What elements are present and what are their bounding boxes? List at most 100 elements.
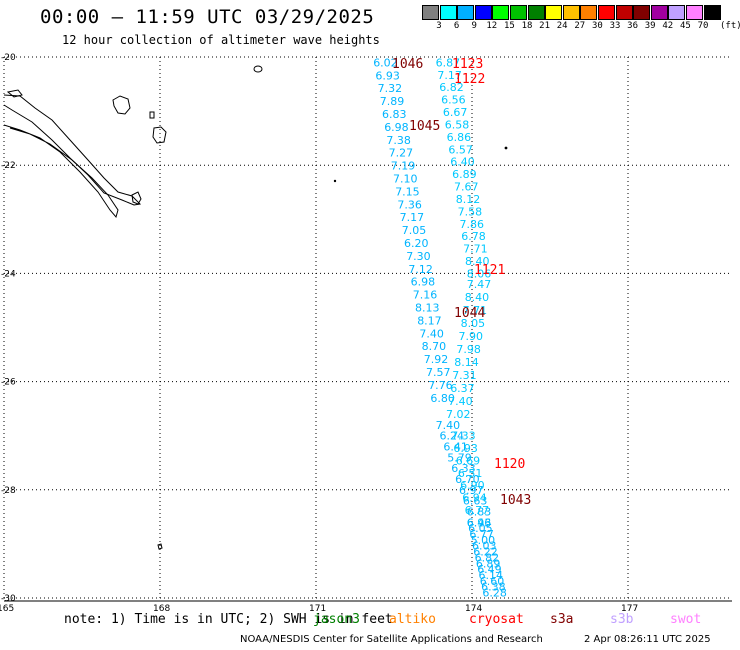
wave-height-value: 7.40 <box>448 395 473 408</box>
legend-label: 3 <box>436 21 442 31</box>
lat-tick-label: -20 <box>1 53 16 63</box>
wave-height-value: 8.17 <box>417 314 442 327</box>
legend-swatch <box>668 5 686 20</box>
wave-height-value: 6.87 <box>436 56 461 69</box>
wave-height-value: 7.67 <box>454 181 479 194</box>
legend-label: 21 <box>539 21 551 31</box>
legend-swatch <box>422 5 439 20</box>
legend-swatch <box>474 5 492 20</box>
wave-height-value: 6.46 <box>467 516 492 529</box>
wave-height-value: 5.79 <box>447 451 472 464</box>
wave-height-value: 7.02 <box>446 408 471 421</box>
lon-tick-label: 177 <box>621 604 638 614</box>
generated-timestamp: 2 Apr 08:26:11 UTC 2025 <box>584 634 711 645</box>
wave-height-value: 6.20 <box>404 237 429 250</box>
wave-height-value: 5.00 <box>471 534 496 547</box>
wave-height-value: 6.51 <box>458 467 483 480</box>
wave-height-value: 7.57 <box>426 366 451 379</box>
wave-height-value: 7.16 <box>413 289 438 302</box>
wave-height-value: 6.78 <box>461 230 486 243</box>
wave-height-value: 6.89 <box>452 168 477 181</box>
wave-height-value: 6.02 <box>373 56 398 69</box>
wave-height-value: 6.98 <box>384 121 409 134</box>
wave-height-value: 7.30 <box>406 250 431 263</box>
wave-height-value: 6.57 <box>448 143 473 156</box>
wave-height-value: 7.27 <box>389 147 414 160</box>
wave-height-value: 6.38 <box>481 581 506 594</box>
legend-swatch <box>439 5 457 20</box>
wave-height-value: 6.93 <box>467 516 492 529</box>
wave-height-value: 6.37 <box>450 382 475 395</box>
coastline-norfolk <box>157 543 163 550</box>
wave-height-value: 8.13 <box>415 302 440 315</box>
wave-height-value: 7.33 <box>451 430 476 443</box>
wave-height-value: 7.86 <box>460 218 485 231</box>
wave-height-value: 7.12 <box>408 263 433 276</box>
legend-swatch <box>598 5 615 20</box>
pass-time-label: 1120 <box>494 457 525 472</box>
wave-height-value: 6.14 <box>479 569 504 582</box>
coastline-grande-terre <box>3 94 142 206</box>
lon-tick-label: 165 <box>0 604 14 614</box>
map-grid <box>3 56 732 602</box>
legend-swatch <box>527 5 545 20</box>
wave-height-value: 7.19 <box>391 160 416 173</box>
wave-height-value: 6.82 <box>439 81 464 94</box>
units-note: note: 1) Time is in UTC; 2) SWH is in fe… <box>64 612 393 627</box>
legend-label: 36 <box>627 21 639 31</box>
wave-height-value: 6.77 <box>469 528 494 541</box>
wave-height-value: 6.40 <box>450 156 475 169</box>
wave-height-value: 8.14 <box>454 356 479 369</box>
satellite-swot: swot <box>670 612 702 627</box>
wave-height-value: 8.12 <box>456 193 481 206</box>
wave-height-value: 6.24 <box>440 430 465 443</box>
lon-tick-label: 168 <box>153 604 170 614</box>
wave-height-value: 8.05 <box>461 317 486 330</box>
legend-label: 12 <box>486 21 498 31</box>
wave-height-value: 7.40 <box>436 419 461 432</box>
pass-time-label: 1043 <box>500 493 531 508</box>
wave-height-value: 6.82 <box>475 551 500 564</box>
legend-swatch <box>615 5 633 20</box>
wave-height-value: 6.97 <box>459 484 484 497</box>
pass-time-label: 1046 <box>392 57 423 72</box>
wave-height-value: 6.58 <box>445 119 470 132</box>
wave-height-value: 7.17 <box>437 69 462 82</box>
pass-time-label: 1044 <box>454 306 485 321</box>
coastline-chesterfield <box>253 65 263 73</box>
coastline-loyalty-ouvea <box>112 95 131 115</box>
lat-tick-label: -22 <box>1 161 16 171</box>
wave-height-value: 6.67 <box>443 106 468 119</box>
coastline-islet-north <box>6 89 23 98</box>
wave-height-value: 6.33 <box>451 462 476 475</box>
coastline-loyalty-mare <box>149 111 155 119</box>
wave-height-value: 8.40 <box>465 255 490 268</box>
altimeter-tracks: 6.026.937.327.896.836.987.387.277.197.10… <box>373 56 531 599</box>
legend-label: 45 <box>679 21 691 31</box>
coastline-matthew <box>504 146 508 150</box>
wave-height-value: 7.32 <box>378 82 403 95</box>
pass-time-label: 1121 <box>474 263 505 278</box>
legend-swatch <box>562 5 580 20</box>
wave-height-value: 6.89 <box>476 557 501 570</box>
wave-height-value: 7.31 <box>452 369 477 382</box>
wave-height-value: 6.28 <box>482 587 507 600</box>
coastline-reef <box>3 124 119 219</box>
wave-height-value: 6.05 <box>468 522 493 535</box>
map-axes: -20 -22 -24 -26 -28 -30165 168 171 174 177 <box>0 53 638 614</box>
wave-height-value: 7.17 <box>400 211 425 224</box>
wave-height-value: 6.94 <box>462 492 487 505</box>
wave-height-value: 6.49 <box>477 563 502 576</box>
map-subtitle: 12 hour collection of altimeter wave hei… <box>62 33 380 47</box>
legend-label: 9 <box>471 21 477 31</box>
legend-label: 70 <box>697 21 709 31</box>
legend-swatch <box>457 5 475 20</box>
legend-label: 33 <box>609 21 621 31</box>
wave-height-value: 6.60 <box>480 575 505 588</box>
wave-height-value: 7.40 <box>419 327 444 340</box>
wave-height-value: 6.90 <box>460 479 485 492</box>
wave-height-value: 7.05 <box>402 224 427 237</box>
legend-swatch <box>633 5 651 20</box>
wave-height-value: 6.63 <box>463 495 488 508</box>
lat-tick-label: -30 <box>1 594 16 604</box>
